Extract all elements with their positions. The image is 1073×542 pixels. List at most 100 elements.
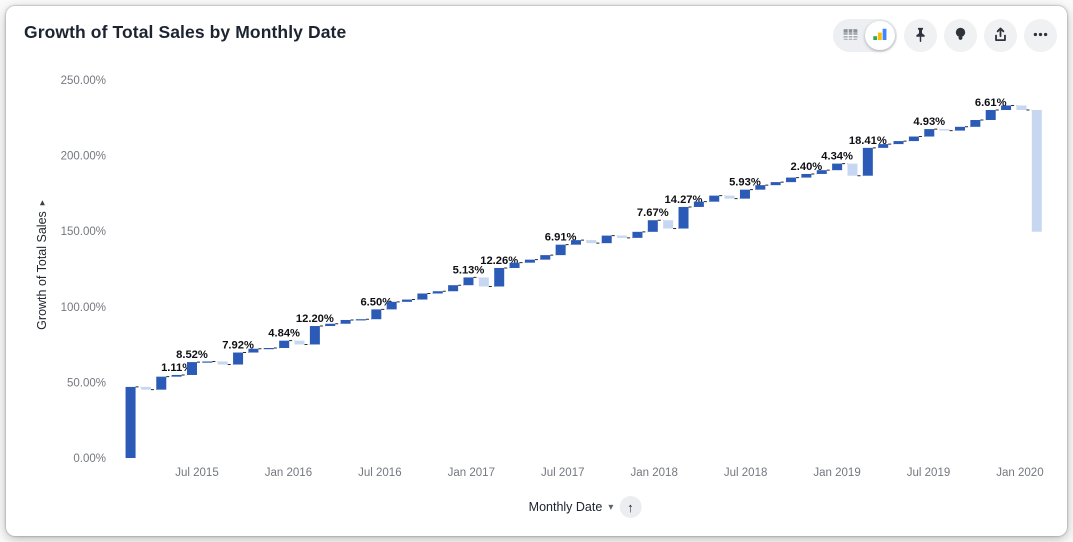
waterfall-bar[interactable] [555, 244, 566, 256]
waterfall-bar[interactable] [524, 259, 535, 263]
waterfall-bar[interactable] [816, 170, 827, 174]
waterfall-bar[interactable] [617, 235, 628, 238]
waterfall-bar[interactable] [924, 129, 935, 137]
bar-value-label: 8.52% [176, 349, 208, 361]
waterfall-bar[interactable] [187, 362, 197, 375]
pin-button[interactable] [904, 19, 937, 52]
waterfall-bar[interactable] [908, 136, 919, 142]
waterfall-bar[interactable] [171, 374, 182, 377]
waterfall-bar[interactable] [386, 301, 397, 310]
waterfall-bar[interactable] [309, 326, 320, 345]
waterfall-bar[interactable] [801, 173, 812, 178]
waterfall-bar[interactable] [724, 195, 735, 199]
waterfall-bar[interactable] [1001, 105, 1012, 111]
waterfall-bar[interactable] [693, 201, 704, 207]
waterfall-bar[interactable] [893, 141, 904, 145]
y-tick-label: 0.00% [73, 453, 106, 465]
bar-value-label: 6.91% [545, 232, 577, 244]
waterfall-bar[interactable] [571, 240, 581, 245]
waterfall-bar[interactable] [709, 195, 720, 202]
waterfall-bar[interactable] [279, 340, 290, 349]
waterfall-bar[interactable] [647, 220, 658, 232]
y-axis-title-text: Growth of Total Sales [35, 211, 49, 330]
table-view-button[interactable] [835, 21, 865, 50]
waterfall-bar[interactable] [263, 348, 274, 350]
waterfall-bar[interactable] [878, 144, 889, 148]
x-tick-label: Jul 2015 [175, 467, 218, 479]
waterfall-bar[interactable] [678, 206, 689, 229]
widget-card [6, 6, 1067, 536]
more-button[interactable] [1024, 19, 1057, 52]
bar-value-label: 5.13% [453, 264, 485, 276]
bar-value-label: 4.93% [913, 116, 945, 128]
waterfall-bar[interactable] [739, 189, 750, 199]
y-tick-label: 200.00% [61, 151, 106, 163]
x-axis-title-text[interactable]: Monthly Date [528, 500, 603, 514]
bar-value-label: 6.50% [360, 296, 392, 308]
y-axis-title[interactable]: Growth of Total Sales ▸ [35, 200, 49, 330]
waterfall-bar[interactable] [448, 285, 459, 292]
y-axis-sort-icon: ▸ [36, 200, 48, 206]
bar-value-label: 4.84% [268, 328, 300, 340]
waterfall-bar[interactable] [355, 319, 366, 321]
waterfall-bar[interactable] [125, 386, 136, 458]
waterfall-bar[interactable] [770, 182, 781, 186]
waterfall-bar[interactable] [955, 126, 965, 131]
waterfall-bar[interactable] [294, 340, 305, 345]
y-tick-label: 250.00% [61, 75, 106, 87]
waterfall-bar[interactable] [417, 293, 428, 300]
waterfall-bar[interactable] [340, 319, 351, 324]
bar-value-label: 7.67% [637, 207, 669, 219]
x-tick-label: Jan 2017 [448, 467, 495, 479]
y-tick-label: 50.00% [67, 377, 106, 389]
waterfall-bar[interactable] [632, 231, 643, 238]
sort-ascending-icon: ↑ [627, 499, 634, 515]
pushpin-icon [912, 26, 929, 46]
waterfall-bar[interactable] [939, 129, 950, 131]
waterfall-bar[interactable] [371, 309, 382, 320]
bar-value-label: 2.40% [791, 161, 823, 173]
x-tick-label: Jul 2018 [724, 467, 767, 479]
ellipsis-icon [1032, 26, 1049, 46]
waterfall-bar[interactable] [478, 277, 489, 287]
waterfall-bar[interactable] [233, 352, 244, 365]
bar-value-label: 4.34% [821, 151, 853, 163]
waterfall-bar[interactable] [755, 185, 766, 190]
waterfall-bar[interactable] [663, 220, 674, 229]
waterfall-bar[interactable] [1016, 105, 1027, 111]
waterfall-bar[interactable] [494, 267, 505, 287]
waterfall-bar[interactable] [862, 147, 873, 176]
waterfall-bar[interactable] [402, 299, 413, 302]
chart-view-button[interactable] [865, 21, 895, 50]
x-tick-label: Jan 2019 [813, 467, 860, 479]
x-axis-sort-button[interactable]: ↑ [619, 496, 642, 518]
export-button[interactable] [984, 19, 1017, 52]
waterfall-bar[interactable] [586, 240, 597, 244]
waterfall-bar[interactable] [1031, 110, 1042, 232]
bar-value-label: 6.61% [975, 97, 1007, 109]
waterfall-bar[interactable] [217, 361, 228, 365]
waterfall-bar[interactable] [509, 262, 520, 268]
x-tick-label: Jan 2018 [631, 467, 678, 479]
waterfall-bar[interactable] [463, 277, 474, 286]
y-tick-label: 150.00% [61, 226, 106, 238]
insights-button[interactable] [944, 19, 977, 52]
lightbulb-icon [952, 26, 969, 46]
waterfall-bar[interactable] [325, 323, 336, 327]
waterfall-bar[interactable] [156, 376, 167, 390]
x-axis-dropdown-icon[interactable]: ▾ [608, 501, 614, 513]
waterfall-bar[interactable] [248, 348, 259, 353]
waterfall-bar[interactable] [601, 235, 612, 244]
waterfall-bar[interactable] [432, 291, 443, 294]
waterfall-bar[interactable] [832, 163, 843, 171]
waterfall-bar[interactable] [786, 177, 797, 183]
waterfall-bar[interactable] [985, 110, 996, 121]
waterfall-bar[interactable] [847, 163, 858, 176]
waterfall-bar[interactable] [970, 120, 981, 127]
view-toggle [833, 19, 897, 52]
x-tick-label: Jul 2016 [358, 467, 401, 479]
waterfall-bar[interactable] [140, 386, 151, 390]
waterfall-bar[interactable] [540, 255, 551, 260]
waterfall-bar[interactable] [202, 361, 213, 363]
